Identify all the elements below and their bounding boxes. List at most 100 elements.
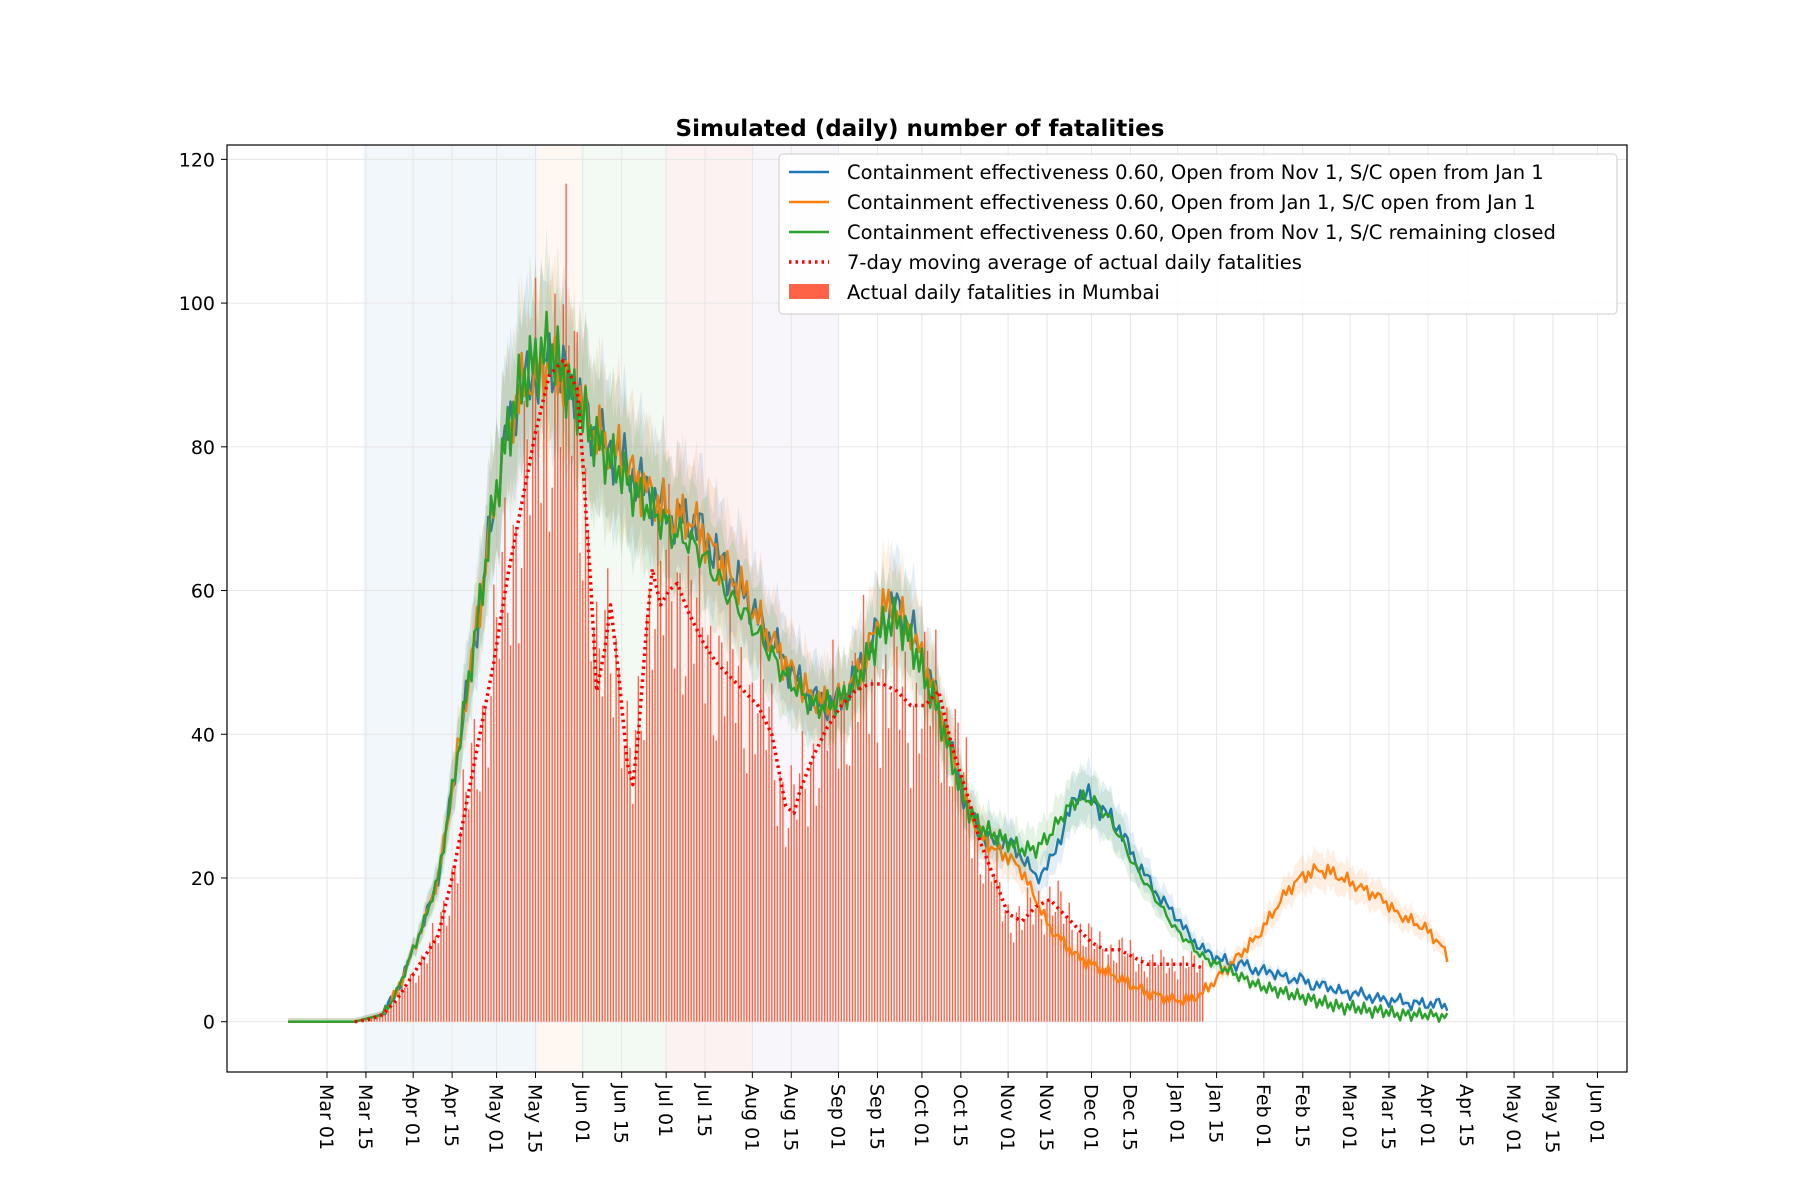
daily-fatality-bar: [554, 293, 556, 1022]
daily-fatality-bar: [1029, 897, 1032, 1022]
daily-fatality-bar: [1012, 942, 1015, 1022]
daily-fatality-bar: [584, 467, 587, 1022]
daily-fatality-bar: [420, 955, 423, 1022]
daily-fatality-bar: [470, 742, 473, 1022]
daily-fatality-bar: [901, 686, 904, 1022]
daily-fatality-bar: [612, 717, 615, 1022]
daily-fatality-bar: [373, 1017, 375, 1022]
y-tick-label: 120: [179, 149, 215, 171]
daily-fatality-bar: [860, 676, 862, 1022]
daily-fatality-bar: [607, 568, 609, 1022]
daily-fatality-bar: [729, 580, 731, 1022]
daily-fatality-bar: [445, 925, 448, 1022]
daily-fatality-bar: [985, 836, 987, 1022]
daily-fatality-bar: [890, 692, 893, 1022]
daily-fatality-bar: [1113, 960, 1115, 1022]
daily-fatality-bar: [395, 1002, 398, 1022]
daily-fatality-bar: [715, 740, 717, 1022]
daily-fatality-bar: [848, 765, 851, 1022]
daily-fatality-bar: [443, 900, 445, 1022]
x-tick-label: Dec 01: [1080, 1084, 1102, 1151]
series-lines: [288, 226, 1449, 1024]
daily-fatality-bar: [504, 497, 506, 1022]
daily-fatality-bar: [1151, 954, 1154, 1022]
daily-fatality-bar: [746, 773, 748, 1022]
daily-fatality-bar: [960, 791, 962, 1022]
daily-fatality-bar: [623, 745, 626, 1022]
daily-fatality-bar: [915, 682, 918, 1022]
daily-fatality-bar: [1090, 927, 1093, 1022]
daily-fatality-bar: [456, 883, 459, 1022]
daily-fatality-bar: [982, 883, 984, 1022]
daily-fatality-bar: [743, 748, 745, 1022]
daily-fatality-bar: [773, 780, 776, 1022]
daily-fatality-bar: [493, 584, 495, 1022]
series-line-3: [354, 358, 1204, 1024]
daily-fatality-bar: [1043, 934, 1045, 1022]
daily-fatality-bar: [965, 737, 968, 1022]
daily-fatality-bar: [1182, 955, 1184, 1022]
x-tick-label: Nov 01: [996, 1084, 1018, 1151]
daily-fatality-bar: [1129, 939, 1132, 1022]
daily-fatality-bar: [509, 645, 512, 1022]
daily-fatality-bar: [387, 1010, 389, 1022]
daily-fatality-bar: [751, 682, 754, 1022]
daily-fatality-bar: [1054, 912, 1057, 1022]
daily-fatality-bar: [568, 345, 570, 1022]
daily-fatality-bar: [843, 681, 845, 1022]
daily-fatality-bar: [462, 769, 464, 1022]
daily-fatality-bar: [910, 788, 912, 1022]
daily-fatality-bar: [893, 601, 895, 1022]
daily-fatality-bar: [943, 722, 945, 1022]
daily-fatality-bar: [562, 304, 564, 1022]
daily-fatality-bar: [401, 983, 403, 1022]
daily-fatality-bar: [634, 729, 637, 1022]
daily-fatality-bar: [626, 700, 628, 1022]
daily-fatality-bar: [1032, 924, 1034, 1022]
daily-fatality-bar: [818, 787, 820, 1022]
x-tick-label: Sep 15: [865, 1084, 887, 1150]
daily-fatality-bar: [999, 882, 1001, 1022]
daily-fatality-bar: [643, 740, 645, 1022]
daily-fatality-bar: [798, 773, 801, 1022]
daily-fatality-bar: [515, 529, 517, 1022]
daily-fatality-bar: [971, 858, 973, 1022]
daily-fatality-bar: [601, 696, 603, 1022]
x-tick-label: Jan 15: [1205, 1083, 1227, 1144]
x-tick-label: Oct 01: [910, 1084, 932, 1147]
daily-fatality-bar: [507, 612, 509, 1022]
daily-fatality-bar: [1168, 967, 1171, 1022]
daily-fatality-bar: [398, 992, 400, 1022]
daily-fatality-bar: [829, 702, 831, 1022]
daily-fatality-bar: [573, 331, 576, 1022]
legend: Containment effectiveness 0.60, Open fro…: [778, 153, 1618, 315]
daily-fatality-bar: [582, 580, 584, 1022]
daily-fatality-bar: [406, 987, 409, 1022]
x-tick-label: Apr 15: [1455, 1084, 1477, 1147]
daily-fatality-bar: [423, 956, 425, 1022]
daily-fatality-bar: [429, 942, 431, 1022]
daily-fatality-bar: [1126, 953, 1129, 1022]
daily-fatality-bar: [570, 455, 573, 1022]
daily-fatality-bar: [687, 555, 690, 1022]
x-tick-label: Nov 15: [1035, 1084, 1057, 1151]
daily-fatality-bar: [979, 874, 981, 1022]
daily-fatality-bar: [412, 971, 414, 1022]
daily-fatality-bar: [1193, 955, 1196, 1022]
daily-fatality-bar: [718, 635, 720, 1022]
daily-fatality-bar: [657, 509, 659, 1022]
daily-fatality-bar: [1026, 887, 1029, 1022]
daily-fatality-bar: [1004, 910, 1007, 1022]
daily-fatality-bar: [924, 631, 926, 1022]
daily-fatality-bar: [532, 375, 534, 1022]
x-tick-label: Jun 01: [571, 1083, 593, 1144]
daily-fatality-bar: [734, 722, 737, 1022]
daily-fatality-bar: [520, 568, 523, 1022]
daily-fatality-bar: [896, 646, 898, 1022]
legend-box: [778, 153, 1618, 315]
shaded-period-1: [538, 145, 580, 1072]
daily-fatality-bar: [537, 430, 539, 1022]
x-tick-label: May 01: [485, 1084, 507, 1154]
daily-fatality-bar: [1171, 958, 1173, 1022]
daily-fatality-bar: [873, 648, 876, 1022]
